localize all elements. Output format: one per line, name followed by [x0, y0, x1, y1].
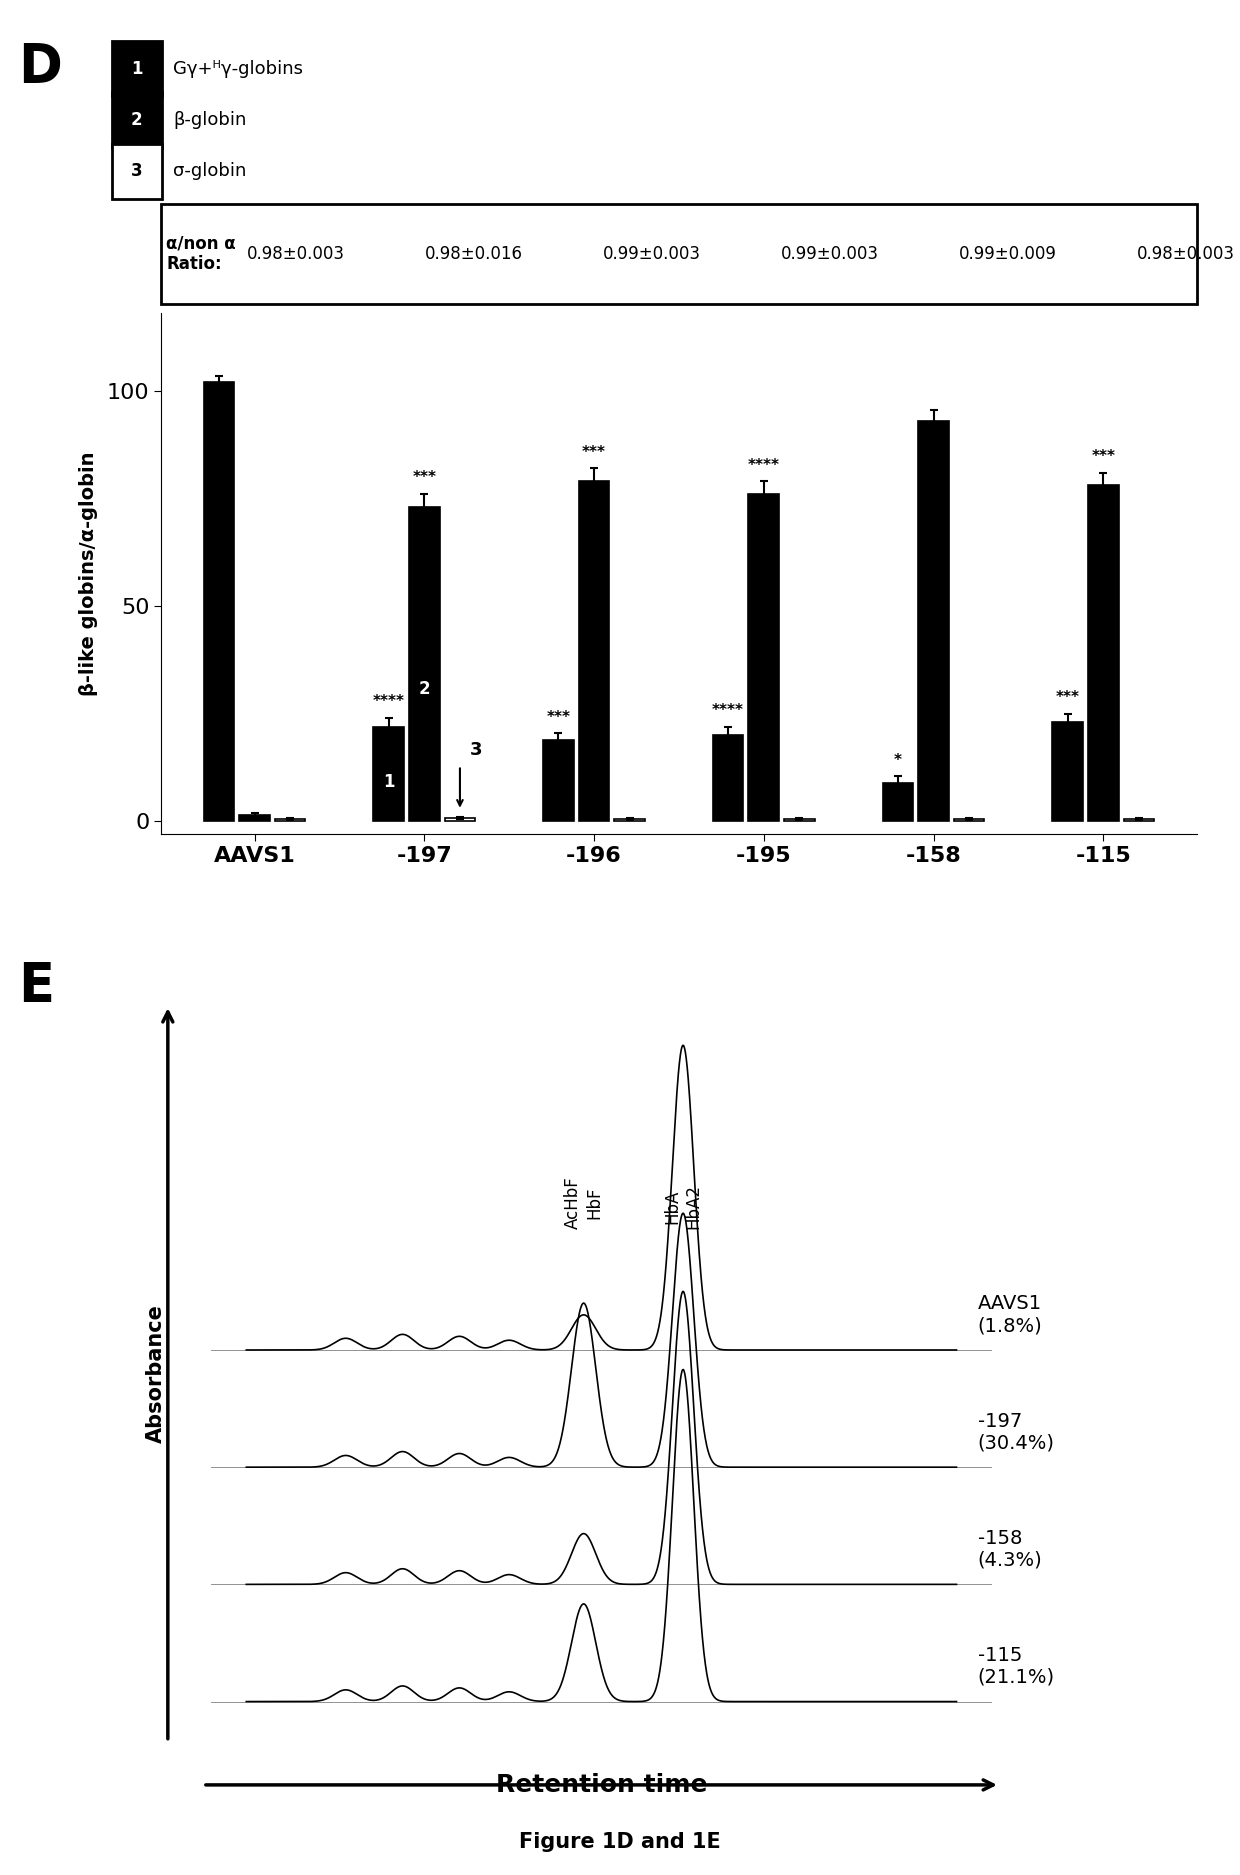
Text: Figure 1D and 1E: Figure 1D and 1E: [520, 1832, 720, 1852]
Text: 2: 2: [418, 681, 430, 698]
Text: ****: ****: [373, 694, 404, 709]
Bar: [543, 739, 574, 821]
Bar: [1123, 819, 1154, 821]
Bar: [203, 382, 234, 821]
Text: D: D: [19, 41, 62, 94]
Text: ***: ***: [547, 709, 570, 724]
Bar: [1087, 486, 1118, 821]
Bar: [784, 819, 815, 821]
Bar: [409, 506, 439, 821]
Text: -197
(30.4%): -197 (30.4%): [978, 1412, 1055, 1453]
Y-axis label: β-like globins/α-globin: β-like globins/α-globin: [79, 452, 98, 696]
Text: 1: 1: [383, 772, 394, 791]
Text: -115
(21.1%): -115 (21.1%): [978, 1646, 1055, 1688]
Text: 2: 2: [131, 111, 143, 129]
Text: 0.98±0.016: 0.98±0.016: [425, 246, 523, 262]
Text: 1: 1: [131, 60, 143, 77]
Bar: [919, 420, 949, 821]
Bar: [954, 819, 985, 821]
Text: AcHbF
HbF: AcHbF HbF: [564, 1176, 603, 1228]
Text: AAVS1
(1.8%): AAVS1 (1.8%): [978, 1294, 1043, 1335]
Bar: [614, 819, 645, 821]
X-axis label: Retention time: Retention time: [496, 1774, 707, 1798]
Text: 0.98±0.003: 0.98±0.003: [1137, 246, 1235, 262]
Bar: [579, 482, 609, 821]
Text: HbA
HbA2: HbA HbA2: [663, 1183, 703, 1228]
Text: 0.98±0.003: 0.98±0.003: [247, 246, 345, 262]
Text: ****: ****: [712, 703, 744, 718]
Text: E: E: [19, 960, 55, 1012]
Bar: [713, 735, 744, 821]
Text: ***: ***: [582, 444, 606, 459]
Text: 0.99±0.003: 0.99±0.003: [603, 246, 701, 262]
Bar: [373, 728, 404, 821]
Text: -158
(4.3%): -158 (4.3%): [978, 1528, 1043, 1569]
Text: 3: 3: [131, 163, 143, 180]
Text: Gγ+ᴴγ-globins: Gγ+ᴴγ-globins: [172, 60, 303, 77]
FancyBboxPatch shape: [112, 41, 161, 96]
Bar: [883, 782, 913, 821]
Text: σ-globin: σ-globin: [172, 163, 247, 180]
Y-axis label: Absorbance: Absorbance: [146, 1303, 166, 1444]
Bar: [275, 819, 305, 821]
Text: α/non α
Ratio:: α/non α Ratio:: [166, 234, 236, 274]
Bar: [749, 493, 779, 821]
Bar: [445, 818, 475, 821]
Bar: [1053, 722, 1083, 821]
Text: ****: ****: [748, 458, 780, 472]
Bar: [239, 816, 270, 821]
Text: *: *: [894, 752, 901, 767]
FancyBboxPatch shape: [112, 144, 161, 199]
Text: 0.99±0.003: 0.99±0.003: [781, 246, 879, 262]
Text: ***: ***: [1055, 690, 1080, 705]
FancyBboxPatch shape: [112, 92, 161, 148]
Text: ***: ***: [1091, 448, 1115, 463]
Text: ***: ***: [412, 471, 436, 486]
Text: β-globin: β-globin: [172, 111, 247, 129]
Text: 3: 3: [470, 741, 482, 759]
Text: 0.99±0.009: 0.99±0.009: [960, 246, 1056, 262]
FancyBboxPatch shape: [161, 204, 1197, 304]
